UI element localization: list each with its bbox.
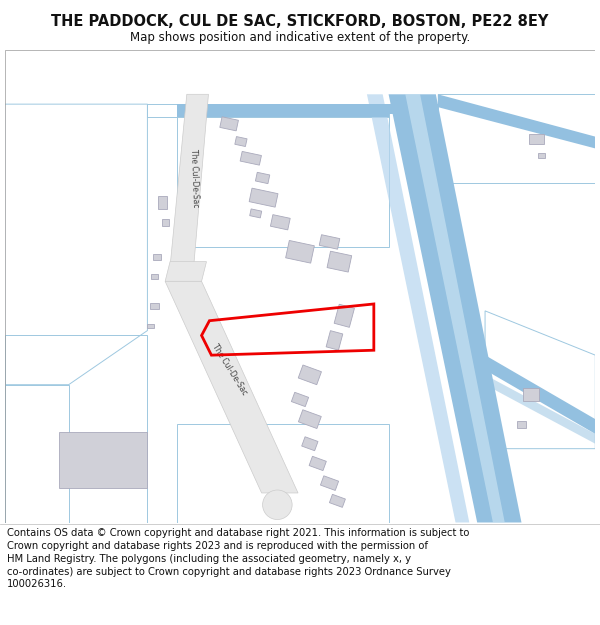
Bar [302,437,318,451]
Bar [523,388,539,401]
Polygon shape [165,262,206,281]
Text: Contains OS data © Crown copyright and database right 2021. This information is : Contains OS data © Crown copyright and d… [7,528,470,589]
Bar [320,476,338,491]
Bar [319,235,340,249]
Text: Map shows position and indicative extent of the property.: Map shows position and indicative extent… [130,31,470,44]
Bar [334,304,355,328]
Polygon shape [406,94,505,522]
Bar [538,153,545,158]
Bar [298,365,322,384]
Bar [292,392,308,407]
Bar [150,303,159,309]
Bar [271,214,290,230]
Bar [147,324,154,328]
Polygon shape [389,94,521,522]
Bar [161,219,169,226]
Polygon shape [485,355,595,434]
Polygon shape [59,432,148,488]
Bar [250,209,262,218]
Polygon shape [389,104,438,114]
Bar [309,456,326,471]
Bar [151,274,158,279]
Polygon shape [485,375,595,444]
Bar [529,134,544,144]
Polygon shape [170,94,208,266]
Bar [154,254,161,259]
Bar [240,151,262,165]
Polygon shape [367,94,469,522]
Polygon shape [177,104,389,117]
Polygon shape [438,94,595,148]
Bar [220,117,238,131]
Bar [158,196,167,209]
Text: The Cul-De-Sac: The Cul-De-Sac [210,342,248,397]
Bar [235,137,247,146]
Text: The Cul-De-Sac: The Cul-De-Sac [189,149,200,208]
Bar [517,421,526,428]
Bar [326,331,343,350]
Bar [249,188,278,207]
Bar [256,173,270,184]
Polygon shape [165,281,298,493]
Bar [329,494,346,508]
Bar [298,410,321,429]
Text: THE PADDOCK, CUL DE SAC, STICKFORD, BOSTON, PE22 8EY: THE PADDOCK, CUL DE SAC, STICKFORD, BOST… [52,14,548,29]
Circle shape [263,490,292,519]
Bar [286,241,314,263]
Bar [327,251,352,272]
